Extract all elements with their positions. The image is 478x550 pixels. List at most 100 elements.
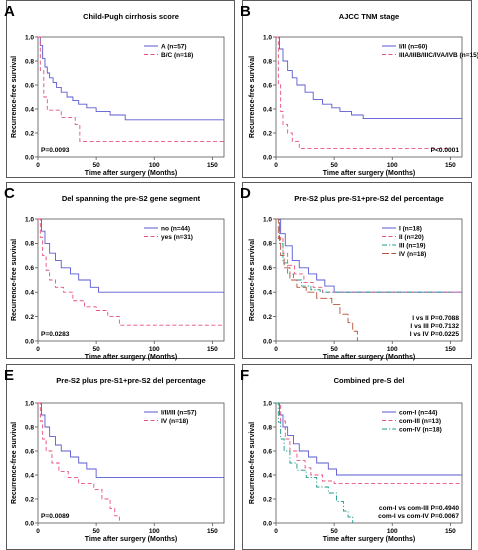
series-line-1 (38, 218, 224, 293)
y-tick-label: 1.0 (263, 400, 272, 407)
x-axis-label: Time after surgery (Months) (85, 536, 177, 543)
legend-entry: I/II/III (n=57) (161, 409, 197, 416)
legend-entry: com-III (n=13) (399, 418, 441, 425)
p-value-annotation: P<0.0001 (431, 147, 460, 154)
x-tick-label: 150 (445, 346, 456, 353)
y-tick-label: 0.0 (25, 520, 34, 527)
x-tick-label: 0 (274, 528, 278, 535)
series-line-1 (38, 402, 224, 478)
series-line-3 (276, 402, 354, 523)
x-tick-label: 50 (331, 346, 339, 353)
x-tick-label: 100 (149, 162, 160, 169)
series-line-1 (276, 218, 462, 293)
y-axis-label: Recurrence-free survival (11, 239, 18, 321)
panel-frame (6, 182, 235, 359)
x-tick-label: 50 (331, 528, 339, 535)
y-axis-label: Recurrence-free survival (11, 56, 18, 138)
series-line-2 (38, 402, 120, 523)
legend-entry: IV (n=18) (399, 251, 426, 258)
panel-b: B AJCC TNM stage 0.0 0.2 0.4 0.6 0.8 1.0 0 50 100 1… (240, 0, 478, 178)
chart-title: Pre-S2 plus pre-S1+pre-S2 del percentage (294, 194, 443, 203)
x-tick-label: 0 (36, 162, 40, 169)
x-tick-label: 100 (387, 346, 398, 353)
y-tick-label: 0.8 (263, 424, 272, 431)
y-tick-label: 0.4 (25, 106, 34, 113)
plot-area (275, 218, 463, 342)
y-tick-label: 0.2 (263, 130, 272, 137)
panel-d: D Pre-S2 plus pre-S1+pre-S2 del percentag… (240, 182, 472, 361)
x-tick-label: 0 (274, 346, 278, 353)
y-tick-label: 0.4 (25, 290, 34, 297)
y-axis-label: Recurrence-free survival (249, 239, 256, 321)
x-axis-label: Time after surgery (Months) (323, 354, 415, 361)
y-tick-label: 0.0 (263, 520, 272, 527)
legend-entry: IV (n=18) (161, 418, 188, 425)
y-tick-label: 0.0 (263, 338, 272, 345)
series-line-1 (276, 402, 462, 476)
panel-frame (6, 364, 235, 550)
y-tick-label: 0.0 (25, 154, 34, 161)
plot-area (37, 402, 225, 524)
chart-title: Combined pre-S del (334, 376, 405, 385)
x-tick-label: 150 (207, 162, 218, 169)
series-line-2 (38, 218, 224, 326)
y-tick-label: 1.0 (25, 34, 34, 41)
y-tick-label: 0.8 (25, 241, 34, 248)
x-tick-label: 50 (93, 346, 101, 353)
series-line-2 (276, 36, 451, 150)
panel-letter: E (4, 367, 14, 384)
p-value-annotation: P=0.0089 (41, 513, 70, 520)
x-tick-label: 100 (149, 346, 160, 353)
x-tick-label: 100 (387, 528, 398, 535)
x-tick-label: 0 (36, 346, 40, 353)
panel-letter: B (240, 3, 251, 20)
y-tick-label: 0.2 (25, 496, 34, 503)
chart-title: Del spanning the pre-S2 gene segment (62, 194, 201, 203)
legend-entry: II (n=20) (399, 234, 424, 241)
series-line-2 (276, 218, 462, 293)
x-tick-label: 150 (445, 528, 456, 535)
legend-entry: I (n=18) (399, 225, 422, 232)
x-tick-label: 50 (331, 162, 339, 169)
x-axis-label: Time after surgery (Months) (323, 536, 415, 543)
p-value-annotation: I vs II P=0.7088 (412, 315, 459, 322)
y-tick-label: 0.4 (263, 472, 272, 479)
y-tick-label: 0.4 (263, 290, 272, 297)
x-tick-label: 150 (207, 346, 218, 353)
x-tick-label: 150 (207, 528, 218, 535)
panel-letter: F (240, 367, 249, 384)
y-tick-label: 0.6 (25, 265, 34, 272)
y-tick-label: 0.4 (263, 106, 272, 113)
y-tick-label: 0.8 (25, 424, 34, 431)
legend-entry: IIIA/IIIB/IIIC/IVA/IVB (n=15) (399, 52, 478, 59)
panel-letter: A (4, 3, 15, 20)
x-axis-label: Time after surgery (Months) (85, 354, 177, 361)
y-tick-label: 0.0 (25, 338, 34, 345)
legend-entry: no (n=44) (161, 225, 190, 232)
y-tick-label: 1.0 (25, 216, 34, 223)
p-value-annotation: P=0.0093 (41, 147, 70, 154)
y-tick-label: 0.4 (25, 472, 34, 479)
legend-entry: com-IV (n=18) (399, 426, 442, 433)
y-axis-label: Recurrence-free survival (249, 56, 256, 138)
y-tick-label: 0.2 (263, 314, 272, 321)
panel-frame (242, 0, 472, 178)
series-line-2 (38, 36, 224, 142)
legend-entry: III (n=19) (399, 242, 426, 249)
y-tick-label: 0.8 (263, 58, 272, 65)
legend-entry: I/II (n=60) (399, 43, 427, 50)
legend-entry: com-I (n=44) (399, 409, 437, 416)
y-axis-label: Recurrence-free survival (11, 422, 18, 504)
y-tick-label: 0.6 (263, 265, 272, 272)
legend-entry: yes (n=31) (161, 234, 193, 241)
y-tick-label: 0.6 (25, 82, 34, 89)
p-value-annotation: com-I vs com-III P=0.4940 (379, 505, 459, 512)
x-tick-label: 50 (93, 162, 101, 169)
panel-a: A Child-Pugh cirrhosis score 0.0 0.2 0.4 0.6 0… (4, 0, 235, 178)
panel-f: F Combined pre-S del 0.0 0.2 0.4 0.6 0.8 1.0 0 50… (240, 364, 472, 550)
plot-area (275, 402, 463, 524)
y-tick-label: 0.2 (25, 130, 34, 137)
y-tick-label: 0.2 (263, 496, 272, 503)
panel-c: C Del spanning the pre-S2 gene segment 0.0… (4, 182, 235, 361)
chart-title: Pre-S2 plus pre-S1+pre-S2 del percentage (56, 376, 205, 385)
